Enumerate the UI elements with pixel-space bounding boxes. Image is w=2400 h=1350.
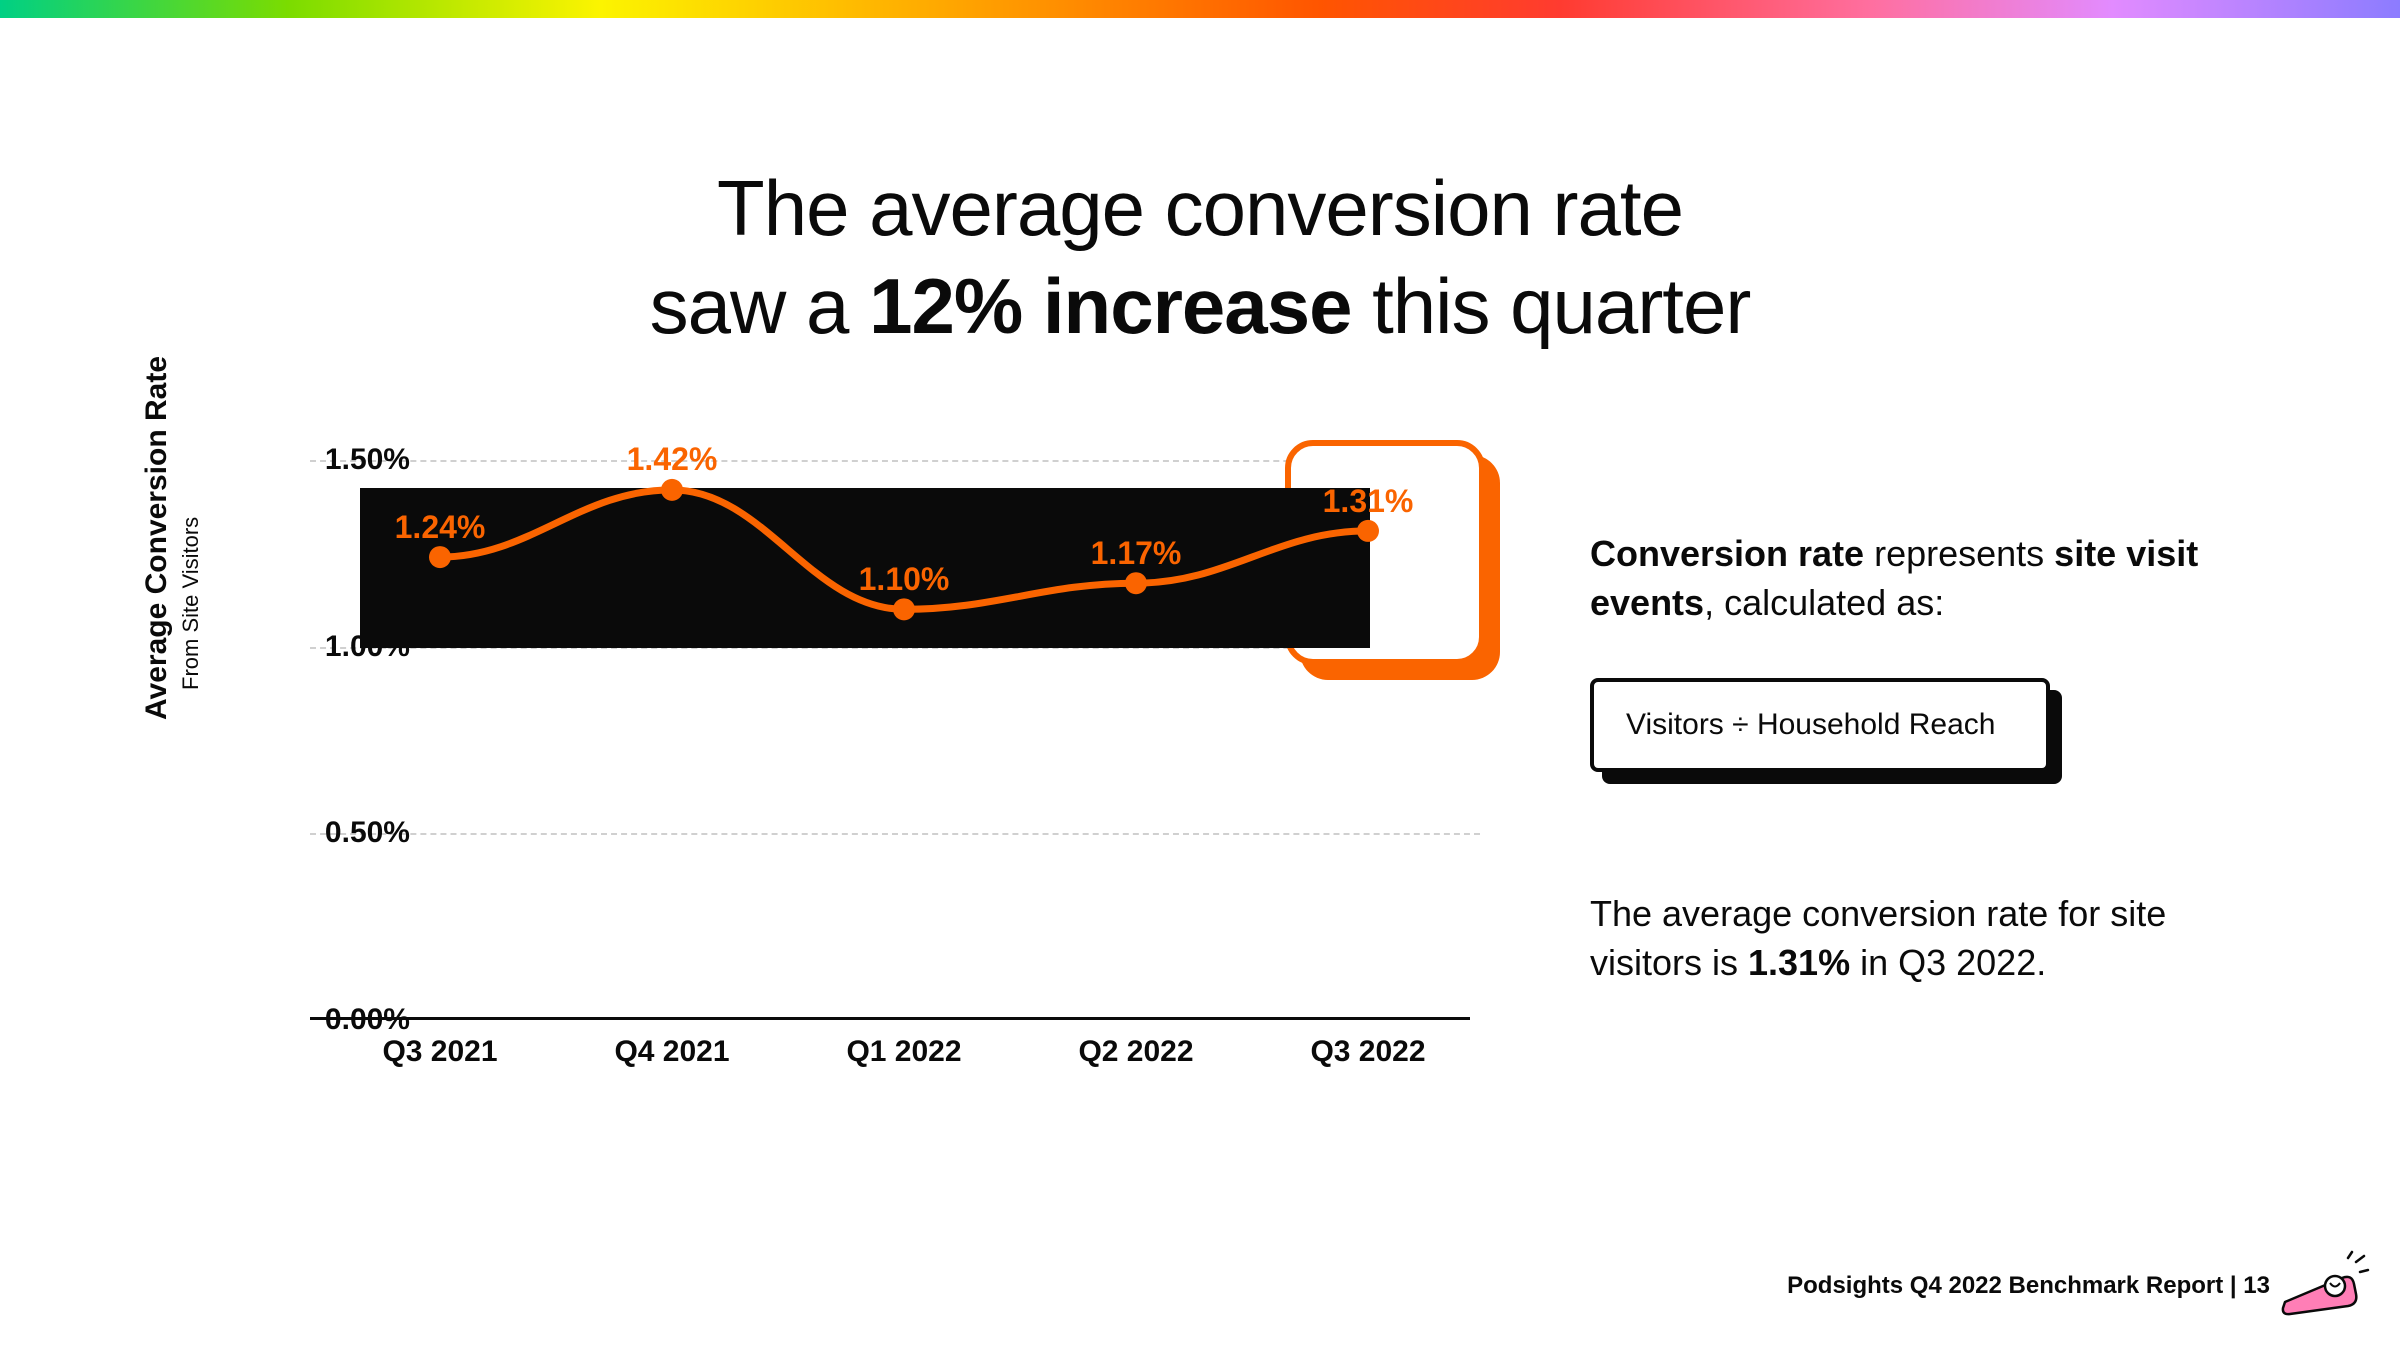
data-label: 1.17% [1091, 535, 1182, 572]
title-line2-bold: 12% increase [869, 262, 1351, 350]
definition-text: Conversion rate represents site visit ev… [1590, 530, 2230, 627]
title-line2-pre: saw a [650, 262, 869, 350]
plot-area: 1.50% 1.00% 0.50% 0.00% 1.24% 1.42% 1.10… [310, 460, 1470, 1020]
formula-text: Visitors ÷ Household Reach [1626, 708, 1995, 741]
conversion-chart: Average Conversion Rate From Site Visito… [200, 460, 1480, 1100]
xtick-label: Q2 2022 [1078, 1035, 1193, 1069]
formula-box: Visitors ÷ Household Reach [1590, 678, 2050, 772]
page-title: The average conversion rate saw a 12% in… [0, 160, 2400, 355]
data-label: 1.42% [627, 441, 718, 478]
xtick-label: Q3 2022 [1310, 1035, 1425, 1069]
data-label: 1.10% [859, 561, 950, 598]
xtick-label: Q1 2022 [846, 1035, 961, 1069]
xtick-label: Q3 2021 [382, 1035, 497, 1069]
data-label: 1.24% [395, 509, 486, 546]
title-line2-post: this quarter [1351, 262, 1750, 350]
rainbow-top-bar [0, 0, 2400, 18]
y-axis-label-sub: From Site Visitors [178, 517, 204, 690]
side-panel: Conversion rate represents site visit ev… [1590, 530, 2230, 627]
xtick-label: Q4 2021 [614, 1035, 729, 1069]
footer-text: Podsights Q4 2022 Benchmark Report | 13 [1787, 1272, 2270, 1300]
data-label: 1.31% [1323, 483, 1414, 520]
title-line1: The average conversion rate [717, 164, 1683, 252]
y-axis-label-main: Average Conversion Rate [140, 356, 174, 720]
kazoo-icon [2280, 1250, 2370, 1320]
summary-text: The average conversion rate for site vis… [1590, 890, 2210, 987]
